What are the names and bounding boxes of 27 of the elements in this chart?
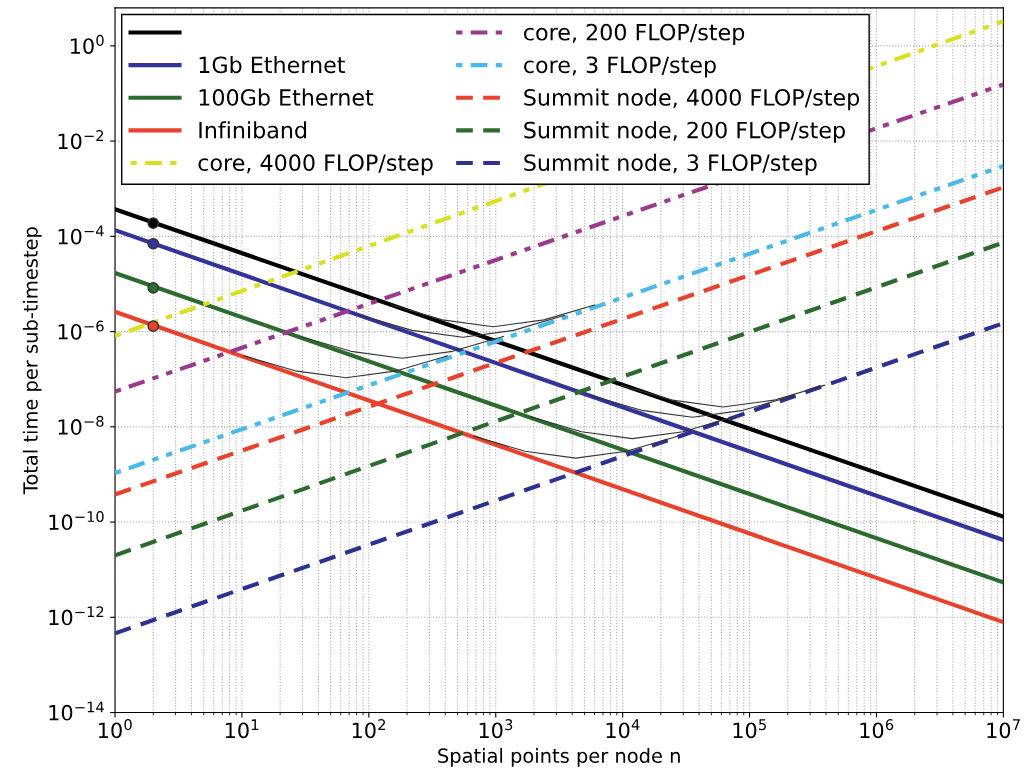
legend-label: core, 200 FLOP/step — [524, 23, 745, 45]
x-tick-label: 10$^{0}$ — [98, 719, 132, 739]
y-tick-label: 10$^{−4}$ — [58, 225, 104, 245]
legend-label: Infiniband — [199, 121, 307, 139]
legend-label: Summit node, 200 FLOP/step — [524, 121, 845, 143]
legend-label: Summit node, 4000 FLOP/step — [524, 88, 860, 111]
x-tick-label: 10$^{4}$ — [606, 719, 640, 739]
legend-label: core, 3 FLOP/step — [524, 56, 716, 78]
x-tick-label: 10$^{2}$ — [352, 719, 386, 739]
y-tick-label: 10$^{−14}$ — [49, 701, 104, 721]
legend-label: 100Gb Ethernet — [199, 88, 374, 106]
y-tick-label: 10$^{−12}$ — [49, 606, 104, 626]
x-axis-title: Spatial points per node n — [438, 747, 680, 767]
y-tick-label: 10$^{−8}$ — [58, 415, 104, 435]
y-tick-label: 10$^{0}$ — [70, 34, 104, 54]
x-tick-label: 10$^{3}$ — [479, 719, 513, 739]
y-axis-title: Total time per sub-timestep — [22, 227, 42, 495]
y-tick-label: 10$^{−2}$ — [58, 130, 104, 150]
x-tick-label: 10$^{7}$ — [987, 719, 1020, 739]
y-tick-label: 10$^{−10}$ — [49, 511, 104, 531]
x-tick-label: 10$^{1}$ — [225, 719, 259, 739]
y-tick-label: 10$^{−6}$ — [58, 320, 104, 340]
legend-label: core, 4000 FLOP/step — [198, 154, 433, 176]
x-tick-label: 10$^{5}$ — [733, 719, 766, 739]
legend-label: Summit node, 3 FLOP/step — [524, 153, 817, 176]
legend-label: 1Gb Ethernet — [199, 56, 345, 74]
x-tick-label: 10$^{6}$ — [860, 719, 894, 739]
